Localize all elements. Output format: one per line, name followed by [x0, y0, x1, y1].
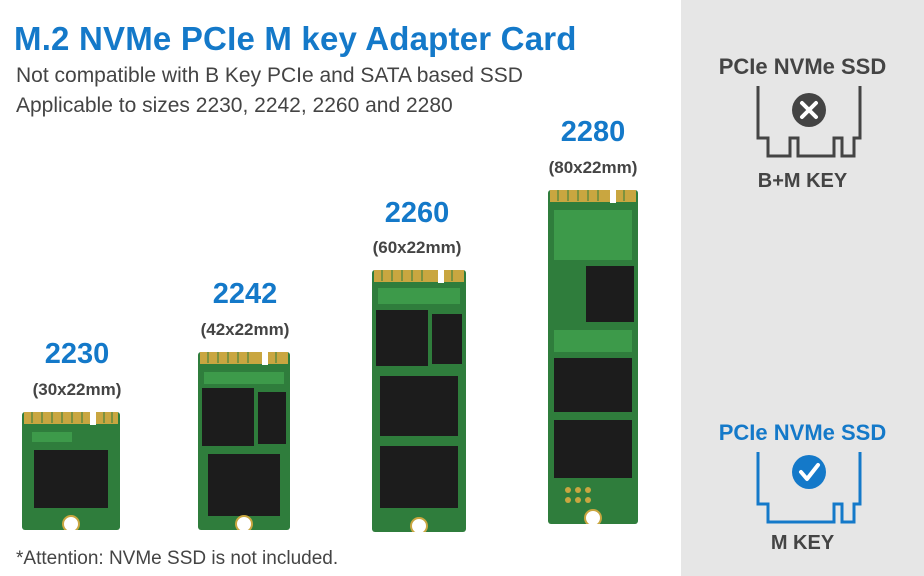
size-2260-code: 2260	[384, 197, 450, 229]
ssd-2230-image	[22, 412, 120, 530]
size-2280-dims: (80x22mm)	[548, 158, 638, 177]
ssd-2280-image	[548, 190, 638, 524]
m-key-label: M KEY	[770, 532, 835, 554]
check-icon	[792, 455, 826, 489]
compatible-title: PCIe NVMe SSD	[718, 420, 887, 445]
page-title: M.2 NVMe PCIe M key Adapter Card	[14, 20, 577, 57]
size-2260-dims: (60x22mm)	[372, 238, 462, 257]
size-2230-code: 2230	[44, 338, 110, 370]
key-compatibility-panel: PCIe NVMe SSD B+M KEY PCIe NVMe SSD M KE…	[681, 0, 924, 576]
m-key-connector-diagram	[756, 452, 862, 524]
ssd-2260-image	[372, 270, 466, 532]
sizes-note: Applicable to sizes 2230, 2242, 2260 and…	[16, 94, 453, 117]
cross-icon	[792, 93, 826, 127]
b-m-key-connector-diagram	[756, 86, 862, 158]
incompatible-title: PCIe NVMe SSD	[718, 54, 887, 79]
b-m-key-label: B+M KEY	[757, 170, 848, 192]
size-2242-code: 2242	[212, 278, 278, 310]
size-2280-code: 2280	[560, 116, 626, 148]
ssd-2242-image	[198, 352, 290, 530]
attention-note: *Attention: NVMe SSD is not included.	[16, 548, 339, 569]
size-2230-dims: (30x22mm)	[32, 380, 122, 399]
size-2242-dims: (42x22mm)	[200, 320, 290, 339]
compatibility-note: Not compatible with B Key PCIe and SATA …	[16, 64, 523, 87]
